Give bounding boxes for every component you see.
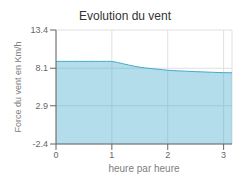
svg-text:8.1: 8.1 [35,63,48,73]
svg-text:2.9: 2.9 [35,101,48,111]
svg-text:Force du vent en Km/h: Force du vent en Km/h [13,41,23,132]
svg-text:3: 3 [221,150,226,160]
svg-text:0: 0 [53,150,58,160]
html-text:Evolution du vent: Evolution du vent [79,9,171,23]
svg-text:13.4: 13.4 [30,25,48,35]
svg-text:1: 1 [109,150,114,160]
svg-text:heure par heure: heure par heure [108,163,180,174]
svg-text:2: 2 [165,150,170,160]
svg-text:-2.4: -2.4 [32,139,48,149]
